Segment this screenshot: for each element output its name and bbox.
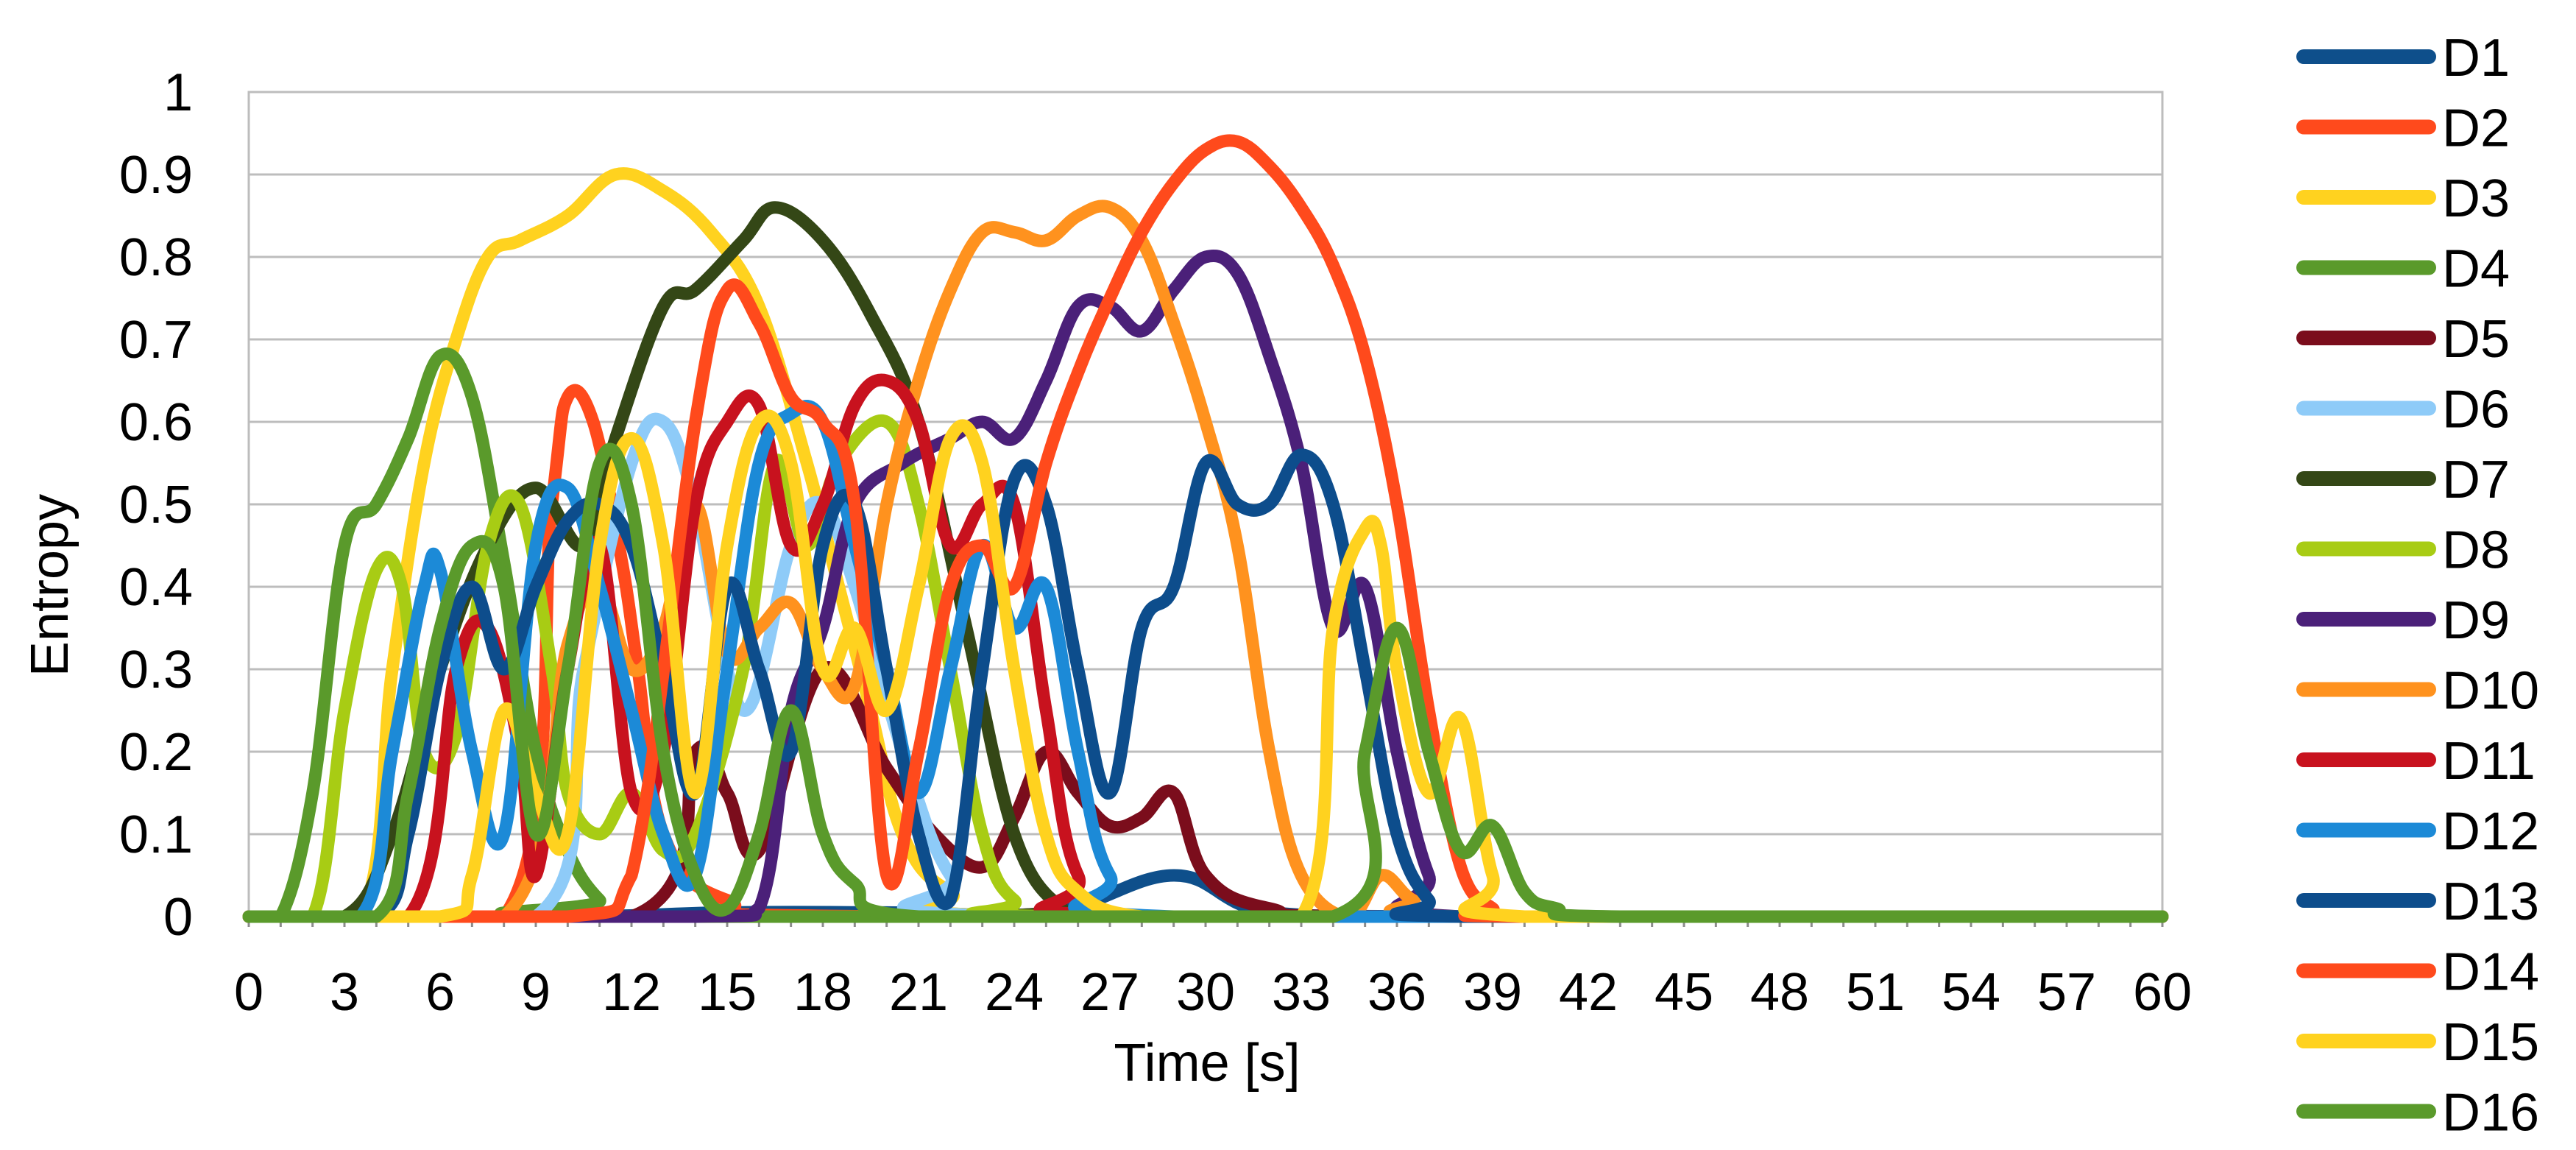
legend-label: D14: [2442, 943, 2539, 1002]
legend-item-d10: D10: [2296, 662, 2539, 721]
legend-item-d14: D14: [2296, 943, 2539, 1002]
y-tick-label: 0.2: [119, 723, 193, 782]
x-tick-label: 15: [698, 963, 757, 1022]
legend-item-d7: D7: [2296, 451, 2510, 509]
x-tick-label: 18: [793, 963, 852, 1022]
tick-labels: 00.10.20.30.40.50.60.70.80.910 3 6 9 12 15 18 2…: [119, 63, 2192, 1022]
legend-label: D3: [2442, 169, 2510, 228]
x-tick-label: 9: [521, 963, 551, 1022]
y-tick-label: 0: [163, 888, 193, 947]
legend-label: D16: [2442, 1084, 2539, 1143]
x-tick-label: 0: [234, 963, 263, 1022]
legend-label: D5: [2442, 310, 2510, 369]
x-tick-label: 27: [1080, 963, 1139, 1022]
x-tick-label: 45: [1655, 963, 1713, 1022]
x-axis-label: Time [s]: [1114, 1034, 1300, 1093]
x-tick-label: 42: [1559, 963, 1618, 1022]
legend-item-d4: D4: [2296, 240, 2510, 299]
legend-item-d13: D13: [2296, 872, 2539, 931]
x-tick-label: 6: [425, 963, 455, 1022]
y-tick-label: 0.7: [119, 311, 193, 370]
series-line-d15: [242, 409, 2169, 923]
y-tick-label: 1: [163, 63, 193, 122]
y-tick-label: 0.8: [119, 228, 193, 287]
legend-label: D10: [2442, 662, 2539, 721]
y-tick-label: 0.9: [119, 146, 193, 205]
legend-item-d3: D3: [2296, 169, 2510, 228]
x-tick-label: 60: [2133, 963, 2192, 1022]
x-tick-label: 12: [602, 963, 661, 1022]
legend-label: D6: [2442, 381, 2510, 440]
x-tick-label: 30: [1176, 963, 1235, 1022]
legend-item-d1: D1: [2296, 29, 2510, 88]
x-tick-label: 3: [330, 963, 359, 1022]
legend-label: D12: [2442, 802, 2539, 861]
series-line-d12: [242, 400, 2169, 923]
legend-item-d12: D12: [2296, 802, 2539, 861]
x-tick-label: 21: [889, 963, 948, 1022]
y-tick-label: 0.4: [119, 558, 193, 617]
series-line-d13: [242, 448, 2169, 923]
x-tick-label: 24: [985, 963, 1044, 1022]
legend-label: D1: [2442, 29, 2510, 88]
x-tick-label: 36: [1367, 963, 1426, 1022]
y-tick-label: 0.6: [119, 393, 193, 452]
legend-item-d16: D16: [2296, 1084, 2539, 1143]
series-line-d8: [242, 414, 2169, 923]
legend-item-d9: D9: [2296, 591, 2510, 650]
y-tick-label: 0.5: [119, 476, 193, 535]
x-tick-label: 51: [1846, 963, 1905, 1022]
series-line-d16: [242, 442, 2169, 923]
legend-label: D15: [2442, 1013, 2539, 1072]
y-tick-label: 0.1: [119, 805, 193, 864]
legend-label: D11: [2442, 732, 2536, 791]
legend-label: D7: [2442, 451, 2510, 509]
legend-item-d6: D6: [2296, 381, 2510, 440]
legend-item-d8: D8: [2296, 521, 2510, 580]
x-tick-label: 57: [2037, 963, 2096, 1022]
legend-label: D8: [2442, 521, 2510, 580]
legend: D1 D2 D3 D4 D5 D6 D7 D8 D9 D10 D11 D12 D13 D14 D15 D16: [2296, 29, 2539, 1143]
legend-item-d11: D11: [2296, 732, 2536, 791]
legend-item-d5: D5: [2296, 310, 2510, 369]
series-line-d14: [242, 134, 2169, 923]
x-tick-label: 33: [1272, 963, 1331, 1022]
legend-label: D4: [2442, 240, 2510, 299]
x-tick-label: 48: [1750, 963, 1809, 1022]
legend-label: D9: [2442, 591, 2510, 650]
x-tick-label: 54: [1942, 963, 2000, 1022]
y-tick-label: 0.3: [119, 641, 193, 699]
x-tick-label: 39: [1463, 963, 1522, 1022]
legend-label: D13: [2442, 872, 2539, 931]
y-axis-label: Entropy: [21, 494, 79, 677]
legend-item-d15: D15: [2296, 1013, 2539, 1072]
legend-item-d2: D2: [2296, 99, 2510, 158]
series-lines: [242, 134, 2169, 923]
legend-label: D2: [2442, 99, 2510, 158]
